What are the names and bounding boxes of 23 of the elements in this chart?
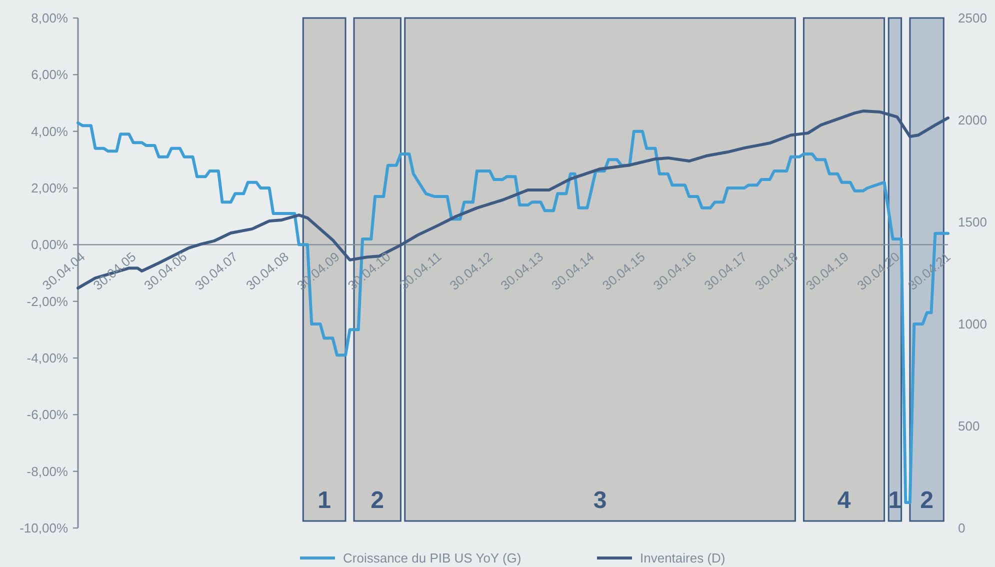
y2-tick-label: 1500 xyxy=(958,214,987,230)
y-tick-label: 6,00% xyxy=(31,67,68,82)
y2-tick-label: 0 xyxy=(958,520,966,536)
band-label: 1 xyxy=(318,487,331,514)
y-tick-label: 8,00% xyxy=(31,10,68,26)
y-tick-label: 0,00% xyxy=(31,237,68,252)
y-tick-label: 2,00% xyxy=(31,180,68,196)
y-tick-label: -8,00% xyxy=(26,464,68,479)
y-tick-label: -2,00% xyxy=(26,294,68,309)
y-tick-label: -6,00% xyxy=(26,407,68,422)
legend-label: Croissance du PIB US YoY (G) xyxy=(343,550,522,566)
y2-tick-label: 1000 xyxy=(958,316,987,332)
band-label: 3 xyxy=(593,487,607,514)
y-tick-label: -10,00% xyxy=(20,520,68,536)
band-label: 4 xyxy=(837,487,852,514)
band-label: 2 xyxy=(370,487,384,514)
legend-label: Inventaires (D) xyxy=(640,550,726,566)
y2-tick-label: 500 xyxy=(958,418,980,434)
y2-tick-label: 2000 xyxy=(958,112,987,128)
y-tick-label: 4,00% xyxy=(31,124,68,139)
y-tick-label: -4,00% xyxy=(26,350,68,366)
band-label: 2 xyxy=(920,487,934,514)
y2-tick-label: 2500 xyxy=(958,10,987,26)
